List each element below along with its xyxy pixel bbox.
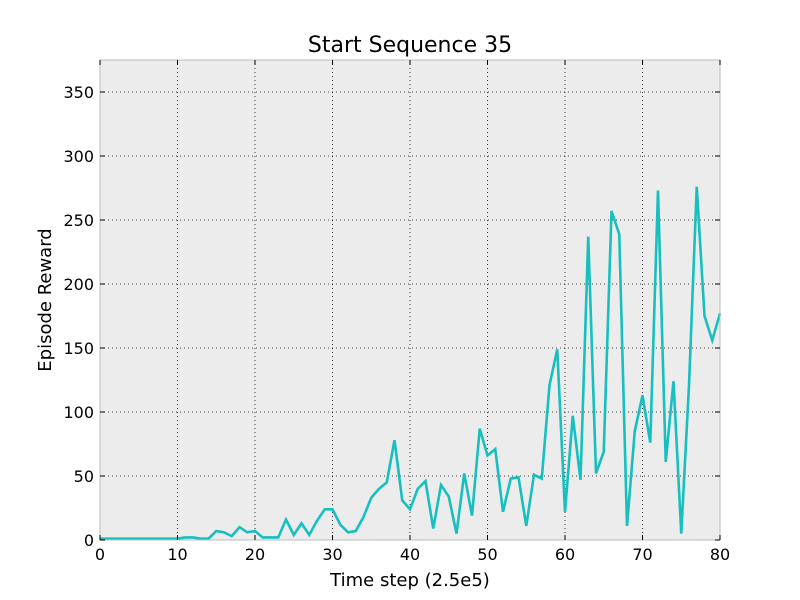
- x-tick-label: 30: [322, 545, 342, 564]
- x-axis-label: Time step (2.5e5): [329, 570, 490, 591]
- x-tick-label: 80: [710, 545, 730, 564]
- y-tick-label: 100: [63, 403, 94, 422]
- y-tick-label: 150: [63, 339, 94, 358]
- axis-ticks: 0 10 20 30 40 50 60 70 80 0 50 100 150 200 250 300 350: [63, 60, 730, 564]
- y-tick-label: 200: [63, 275, 94, 294]
- y-tick-label: 250: [63, 211, 94, 230]
- series-line: [100, 186, 722, 541]
- chart-title: Start Sequence 35: [308, 33, 512, 58]
- y-tick-label: 0: [84, 531, 94, 550]
- x-tick-label: 50: [477, 545, 497, 564]
- x-tick-label: 70: [632, 545, 652, 564]
- y-axis-label: Episode Reward: [35, 228, 56, 371]
- x-tick-label: 0: [95, 545, 105, 564]
- y-tick-label: 300: [63, 147, 94, 166]
- x-tick-label: 10: [167, 545, 187, 564]
- x-tick-label: 60: [555, 545, 575, 564]
- x-tick-label: 20: [245, 545, 265, 564]
- series-group: [100, 186, 722, 541]
- x-tick-label: 40: [400, 545, 420, 564]
- y-tick-label: 350: [63, 83, 94, 102]
- y-tick-label: 50: [74, 467, 94, 486]
